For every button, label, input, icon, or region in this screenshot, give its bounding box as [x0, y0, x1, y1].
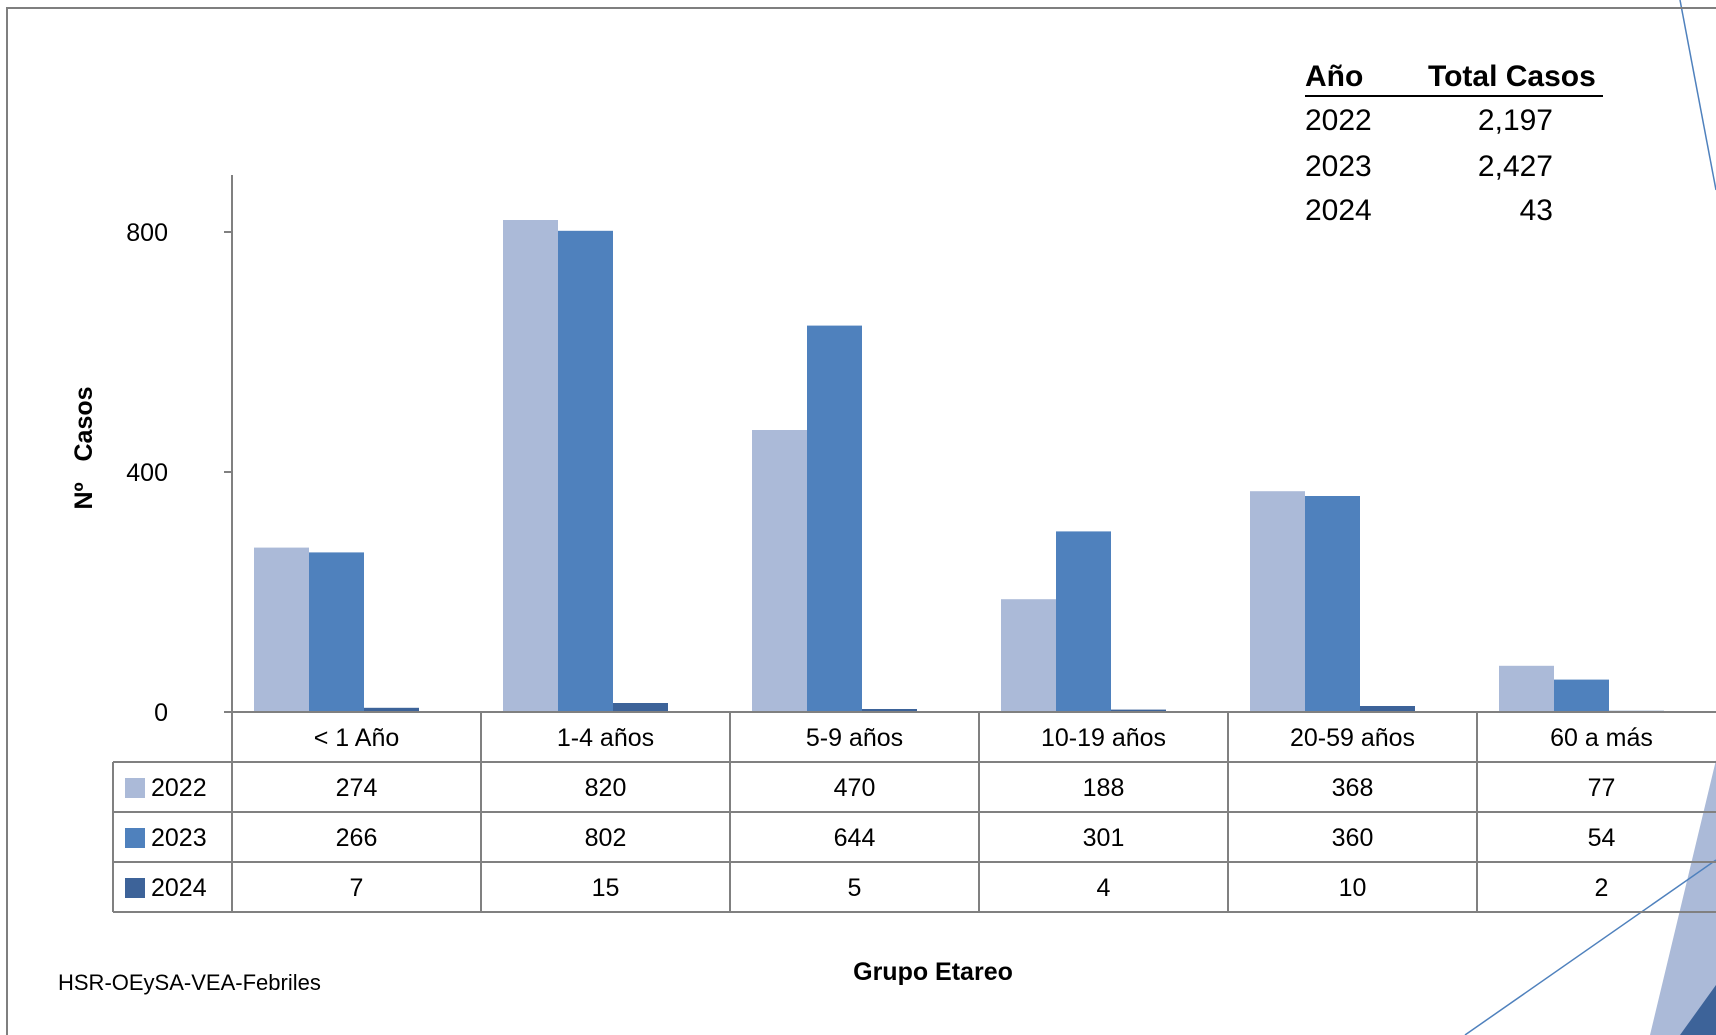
bar [1111, 709, 1166, 712]
x-category-label: 1-4 años [557, 724, 654, 752]
bar [309, 552, 364, 712]
bar [1001, 599, 1056, 712]
bar [613, 703, 668, 712]
bar [1499, 665, 1554, 712]
data-value: 301 [1083, 824, 1125, 852]
data-table: < 1 Año 1-4 años 5-9 años 10-19 años 20-59 a… [112, 711, 1716, 913]
bar [862, 709, 917, 712]
data-value: 368 [1332, 774, 1374, 802]
totals-header-year: Año [1305, 60, 1363, 93]
bar [254, 547, 309, 712]
data-value: 820 [585, 774, 627, 802]
data-value: 274 [336, 774, 378, 802]
chart-border [6, 7, 1716, 1035]
bar [364, 707, 419, 712]
legend-swatch [125, 828, 145, 848]
data-value: 644 [834, 824, 876, 852]
source-label: HSR-OEySA-VEA-Febriles [58, 970, 321, 995]
bar [1554, 679, 1609, 712]
totals-year: 2022 [1305, 104, 1372, 137]
data-value: 4 [1097, 874, 1111, 902]
bar [558, 230, 613, 713]
data-value: 7 [350, 874, 364, 902]
bar [1305, 496, 1360, 712]
totals-value: 2,427 [1478, 150, 1553, 183]
data-value: 470 [834, 774, 876, 802]
x-category-label: < 1 Año [314, 724, 400, 752]
data-value: 360 [1332, 824, 1374, 852]
y-tick-label: 0 [154, 699, 168, 727]
data-value: 266 [336, 824, 378, 852]
bar [503, 220, 558, 712]
legend-label: 2024 [151, 874, 207, 902]
totals-year: 2024 [1305, 194, 1372, 227]
y-ticks: 0 400 800 [126, 219, 232, 727]
totals-value: 2,197 [1478, 104, 1553, 137]
decorative-corner-shapes [1464, 0, 1716, 1035]
legend-label: 2022 [151, 774, 207, 802]
legend-swatch [125, 778, 145, 798]
totals-year: 2023 [1305, 150, 1372, 183]
legend-swatch [125, 878, 145, 898]
y-tick-label: 800 [126, 219, 168, 247]
data-value: 802 [585, 824, 627, 852]
data-value: 2 [1595, 874, 1609, 902]
data-value: 77 [1588, 774, 1616, 802]
x-category-label: 20-59 años [1290, 724, 1415, 752]
data-value: 15 [592, 874, 620, 902]
bar [752, 430, 807, 712]
totals-header-total: Total Casos [1428, 60, 1596, 93]
data-value: 188 [1083, 774, 1125, 802]
bar [807, 325, 862, 712]
data-value: 54 [1588, 824, 1616, 852]
x-axis-title: Grupo Etareo [853, 958, 1013, 986]
y-tick-label: 400 [126, 459, 168, 487]
legend-label: 2023 [151, 824, 207, 852]
data-value: 10 [1339, 874, 1367, 902]
x-category-label: 5-9 años [806, 724, 903, 752]
data-value: 5 [848, 874, 862, 902]
x-category-label: 10-19 años [1041, 724, 1166, 752]
bar [1250, 491, 1305, 712]
bar [1056, 531, 1111, 712]
x-category-label: 60 a más [1550, 724, 1653, 752]
totals-table: Año Total Casos 2022 2,197 2023 2,427 20… [1305, 60, 1603, 227]
totals-value: 43 [1520, 194, 1553, 227]
bar [1360, 706, 1415, 712]
y-axis-title: Nº Casos [70, 386, 98, 509]
bars [254, 220, 1664, 713]
